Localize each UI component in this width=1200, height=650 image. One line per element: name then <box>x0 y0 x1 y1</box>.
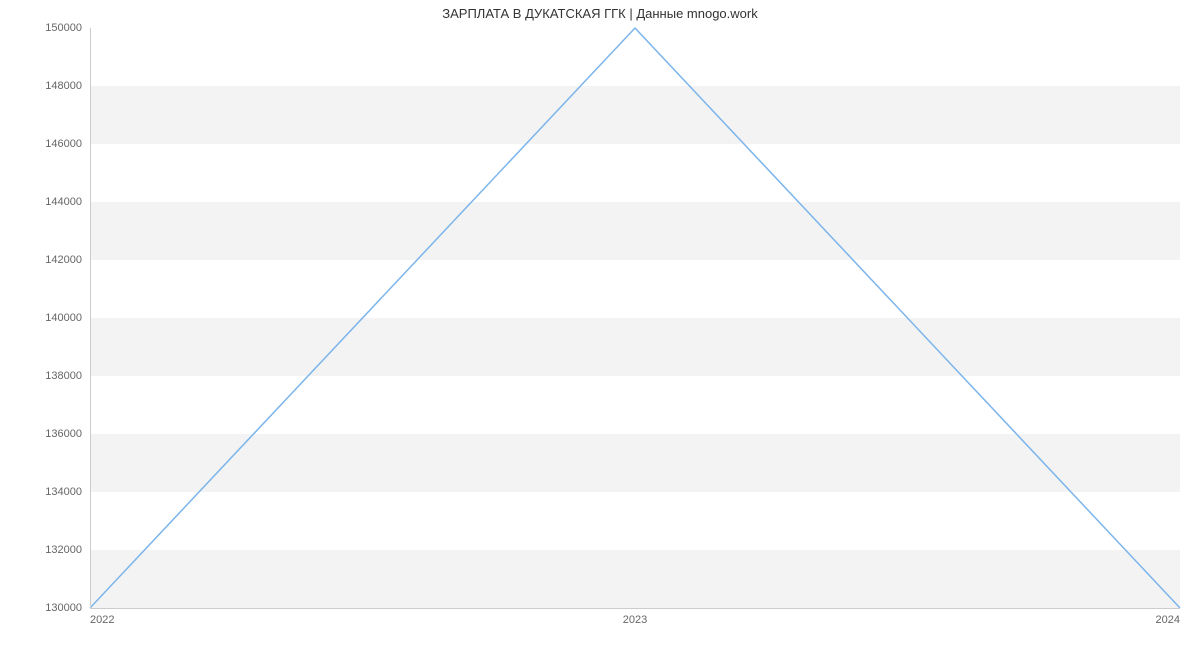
x-axis-line <box>90 608 1180 609</box>
y-tick-label: 148000 <box>45 80 90 92</box>
y-tick-label: 150000 <box>45 22 90 34</box>
series-line-salary <box>90 28 1180 608</box>
salary-line-chart: ЗАРПЛАТА В ДУКАТСКАЯ ГГК | Данные mnogo.… <box>0 0 1200 650</box>
chart-title: ЗАРПЛАТА В ДУКАТСКАЯ ГГК | Данные mnogo.… <box>0 6 1200 21</box>
y-tick-label: 144000 <box>45 196 90 208</box>
y-tick-label: 136000 <box>45 428 90 440</box>
y-tick-label: 146000 <box>45 138 90 150</box>
x-tick-label: 2024 <box>1156 608 1180 626</box>
line-layer <box>90 28 1180 608</box>
y-axis-line <box>90 28 91 608</box>
y-tick-label: 140000 <box>45 312 90 324</box>
x-tick-label: 2023 <box>623 608 647 626</box>
y-tick-label: 130000 <box>45 602 90 614</box>
y-tick-label: 132000 <box>45 544 90 556</box>
y-tick-label: 142000 <box>45 254 90 266</box>
y-tick-label: 134000 <box>45 486 90 498</box>
plot-area: 1300001320001340001360001380001400001420… <box>90 28 1180 608</box>
y-tick-label: 138000 <box>45 370 90 382</box>
x-tick-label: 2022 <box>90 608 114 626</box>
